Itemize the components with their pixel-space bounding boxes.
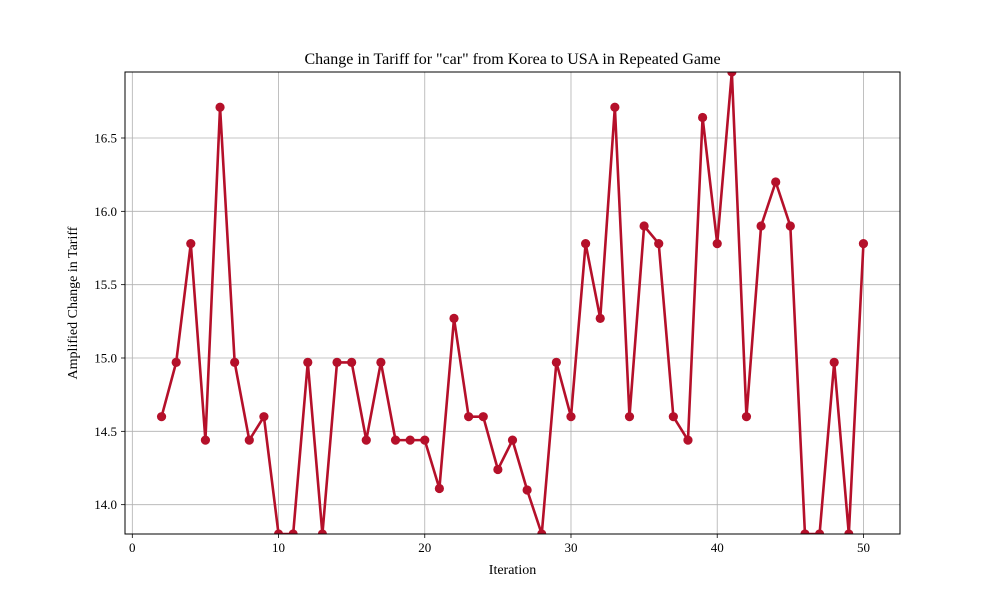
data-point	[215, 102, 225, 112]
data-point	[273, 529, 284, 534]
data-point	[551, 357, 561, 367]
y-axis-label: Amplified Change in Tariff	[66, 226, 81, 379]
data-point	[186, 239, 196, 249]
data-point	[566, 412, 576, 422]
data-point	[405, 435, 415, 445]
x-tick-label: 0	[129, 540, 136, 555]
data-point	[464, 412, 474, 422]
data-point	[800, 529, 810, 534]
data-point	[595, 313, 605, 323]
data-point	[244, 435, 254, 445]
data-point	[522, 485, 532, 495]
data-point	[610, 102, 620, 112]
x-tick-label: 50	[857, 540, 870, 555]
data-series	[156, 72, 869, 534]
data-point	[581, 239, 591, 249]
data-point	[858, 239, 869, 249]
data-point	[390, 435, 401, 445]
data-point	[156, 412, 167, 422]
data-point	[493, 464, 503, 475]
y-tick-label: 14.0	[94, 497, 117, 512]
data-point	[332, 357, 342, 367]
data-point	[303, 357, 313, 367]
x-axis-ticks: 0 10 20 30 40 50	[129, 534, 870, 555]
y-tick-label: 16.5	[94, 131, 117, 146]
series-group	[156, 72, 869, 534]
data-point	[771, 177, 781, 187]
data-point	[712, 239, 722, 249]
data-point	[639, 221, 649, 231]
x-tick-label: 30	[564, 540, 577, 555]
data-point	[288, 529, 298, 534]
y-tick-label: 14.5	[94, 424, 117, 439]
data-point	[829, 357, 839, 367]
x-tick-label: 10	[272, 540, 285, 555]
data-point	[654, 239, 664, 249]
data-point	[449, 313, 459, 323]
data-point	[537, 529, 547, 534]
data-point	[361, 435, 371, 445]
chart-title: Change in Tariff for "car" from Korea to…	[304, 51, 720, 68]
data-point	[171, 357, 181, 367]
data-point	[420, 435, 430, 445]
data-point	[376, 357, 386, 367]
y-axis-ticks: 14.0 14.5 15.0 15.5 16.0 16.5	[94, 131, 125, 512]
data-point	[697, 112, 708, 123]
data-point	[434, 483, 444, 494]
data-point	[624, 412, 635, 422]
data-point	[683, 435, 693, 445]
data-point	[507, 435, 518, 445]
data-point	[230, 357, 240, 367]
y-tick-label: 15.0	[94, 351, 117, 366]
data-point	[756, 221, 766, 231]
data-point	[727, 72, 737, 77]
x-axis-label: Iteration	[489, 563, 536, 578]
data-point	[259, 412, 269, 422]
data-point	[785, 221, 795, 231]
data-point	[347, 357, 357, 367]
y-tick-label: 15.5	[94, 277, 117, 292]
data-point	[478, 412, 488, 422]
data-point	[200, 435, 211, 445]
data-point	[814, 529, 825, 534]
data-point	[668, 412, 678, 422]
data-point	[741, 412, 752, 422]
y-tick-label: 16.0	[94, 204, 117, 219]
x-tick-label: 40	[711, 540, 724, 555]
data-point	[317, 529, 328, 534]
x-tick-label: 20	[418, 540, 431, 555]
data-point	[844, 529, 854, 534]
plot-area-frame	[124, 71, 901, 535]
